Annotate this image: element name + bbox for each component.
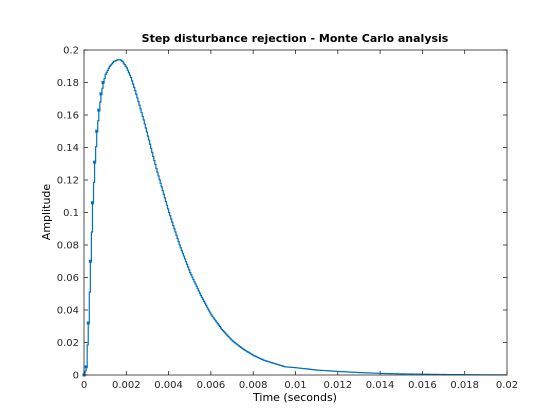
y-tick-label: 0.16	[57, 111, 79, 122]
data-point	[88, 259, 92, 263]
series-line	[84, 59, 507, 376]
x-tick-label: 0.01	[284, 380, 306, 391]
plot-area	[84, 50, 507, 375]
data-point	[93, 160, 97, 164]
data-point	[101, 81, 105, 84]
x-tick-label: 0.002	[112, 380, 141, 391]
x-tick-label: 0.004	[154, 380, 183, 391]
chart-title: Step disturbance rejection - Monte Carlo…	[142, 32, 449, 45]
y-tick-label: 0.18	[57, 78, 79, 89]
y-tick-label: 0.14	[57, 143, 79, 154]
y-tick-label: 0	[73, 371, 79, 382]
data-point	[97, 108, 101, 112]
y-tick-label: 0.1	[63, 208, 79, 219]
x-tick-label: 0.008	[239, 380, 268, 391]
tick-labels: 0 0.002 0.004 0.006 0.008 0.01 0.012 0.014 0.016…	[57, 46, 518, 392]
x-tick-label: 0.012	[323, 380, 352, 391]
y-tick-label: 0.06	[57, 273, 79, 284]
data-point	[84, 365, 88, 369]
y-axis-label: Amplitude	[40, 184, 53, 241]
x-tick-label: 0.02	[496, 380, 518, 391]
x-tick-label: 0	[81, 380, 87, 391]
y-tick-label: 0.02	[57, 338, 79, 349]
axes-box	[83, 49, 508, 376]
data-point	[86, 321, 90, 325]
data-point	[90, 201, 94, 205]
y-tick-label: 0.2	[63, 46, 79, 57]
y-tick-label: 0.04	[57, 306, 79, 317]
x-tick-label: 0.014	[366, 380, 395, 391]
data-point	[95, 129, 99, 133]
x-tick-label: 0.016	[408, 380, 437, 391]
data-point	[99, 92, 103, 96]
x-axis-label: Time (seconds)	[252, 391, 337, 404]
x-tick-label: 0.006	[197, 380, 226, 391]
x-tick-label: 0.018	[450, 380, 479, 391]
y-tick-label: 0.12	[57, 176, 79, 187]
y-tick-label: 0.08	[57, 241, 79, 252]
